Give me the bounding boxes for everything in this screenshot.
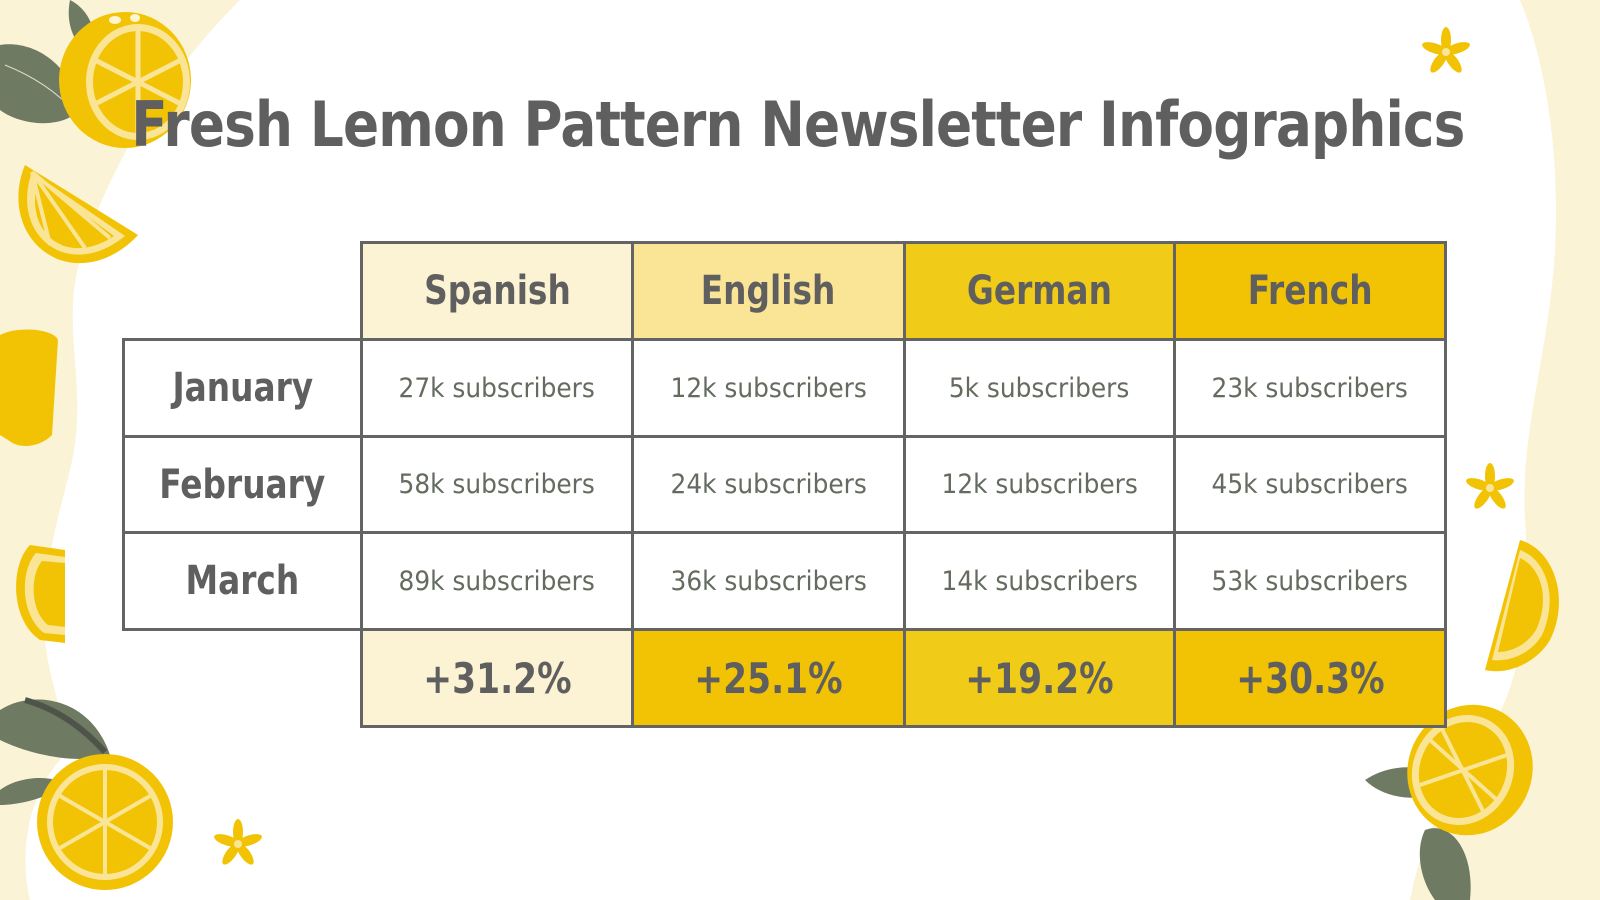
table-cell: 12k subscribers xyxy=(903,435,1176,534)
column-header-spanish: Spanish xyxy=(360,241,634,341)
table-cell: 23k subscribers xyxy=(1173,338,1447,438)
table-cell: 45k subscribers xyxy=(1173,435,1447,534)
lemon-slice-icon xyxy=(0,697,173,890)
row-label-january: January xyxy=(122,338,363,438)
table-cell: 36k subscribers xyxy=(631,531,906,631)
table-cell: 14k subscribers xyxy=(903,531,1176,631)
table-cell: 58k subscribers xyxy=(360,435,634,534)
table-cell: 5k subscribers xyxy=(903,338,1176,438)
flower-icon xyxy=(214,819,262,865)
lemon-wedge-small-icon xyxy=(16,545,65,643)
table-cell: 12k subscribers xyxy=(631,338,906,438)
table-cell: 53k subscribers xyxy=(1173,531,1447,631)
flower-icon xyxy=(1422,27,1470,73)
table-cell: 24k subscribers xyxy=(631,435,906,534)
lemon-wedge-icon xyxy=(1485,540,1559,672)
column-header-english: English xyxy=(631,241,906,341)
lemon-whole-icon xyxy=(0,329,58,447)
growth-french: +30.3% xyxy=(1173,628,1447,728)
page-title: Fresh Lemon Pattern Newsletter Infograph… xyxy=(131,88,1465,161)
lemon-half-icon xyxy=(1365,704,1533,900)
growth-spanish: +31.2% xyxy=(360,628,634,728)
flower-icon xyxy=(1466,463,1514,509)
row-label-february: February xyxy=(122,435,363,534)
lemon-wedge-icon xyxy=(18,165,138,264)
table-cell: 27k subscribers xyxy=(360,338,634,438)
growth-english: +25.1% xyxy=(631,628,906,728)
column-header-german: German xyxy=(903,241,1176,341)
row-label-march: March xyxy=(122,531,363,631)
table-cell: 89k subscribers xyxy=(360,531,634,631)
growth-german: +19.2% xyxy=(903,628,1176,728)
column-header-french: French xyxy=(1173,241,1447,341)
